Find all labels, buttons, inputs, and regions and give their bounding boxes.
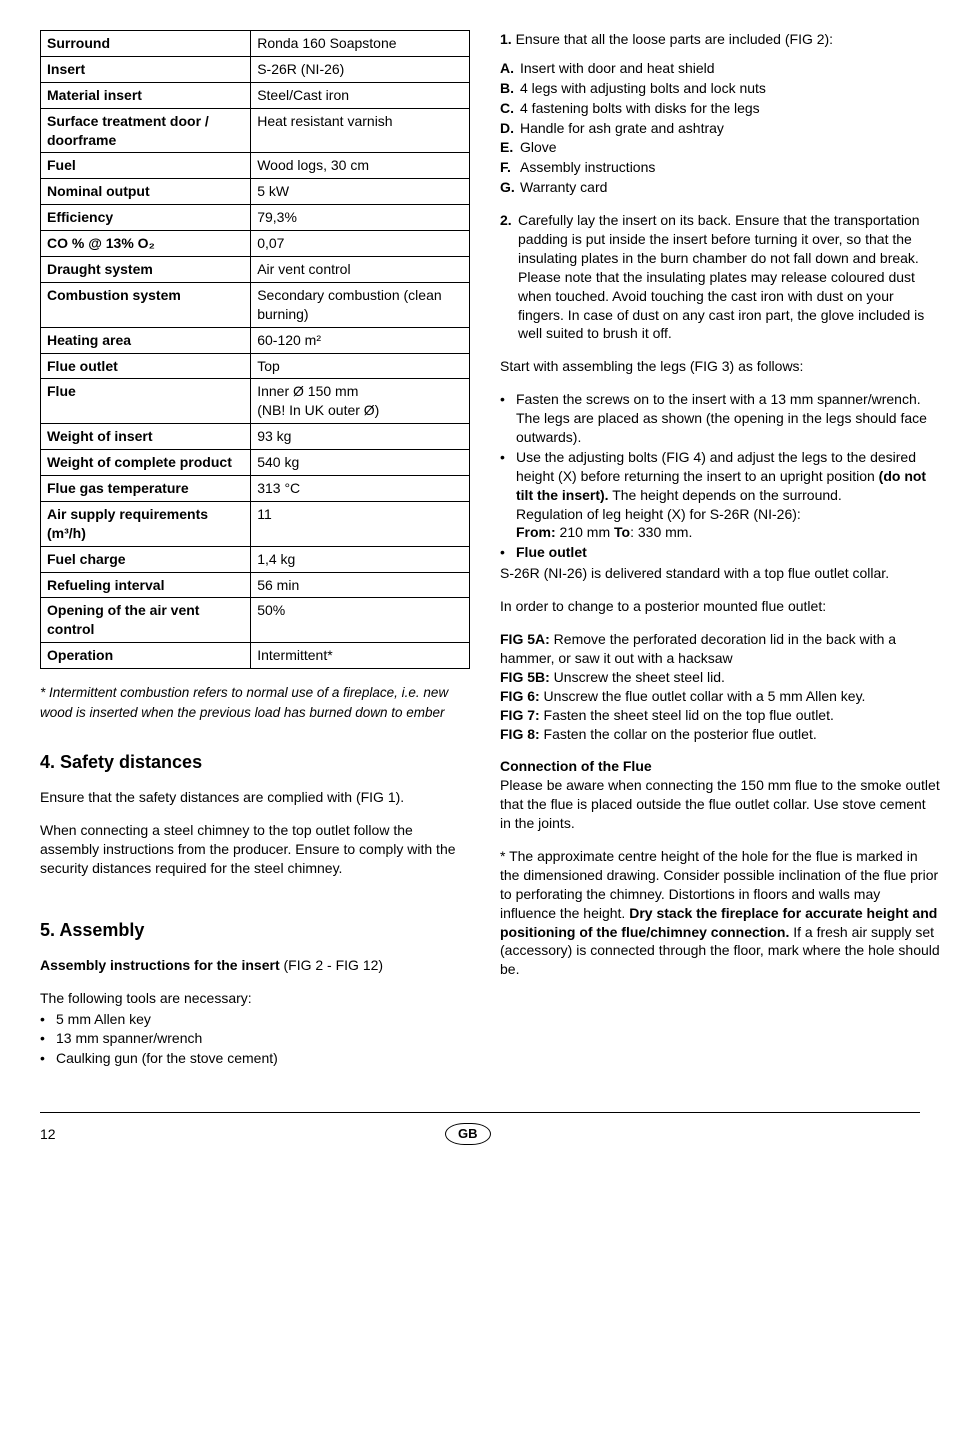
spec-row: InsertS-26R (NI-26): [41, 56, 470, 82]
step-1-heading: 1. Ensure that all the loose parts are i…: [500, 30, 940, 49]
spec-row: Efficiency79,3%: [41, 205, 470, 231]
spec-row: Nominal output5 kW: [41, 179, 470, 205]
spec-label: Refueling interval: [41, 572, 251, 598]
spec-label: Fuel: [41, 153, 251, 179]
country-badge: GB: [445, 1123, 491, 1145]
spec-value: Ronda 160 Soapstone: [251, 31, 470, 57]
star-note: * The approximate centre height of the h…: [500, 847, 940, 979]
spec-row: Draught systemAir vent control: [41, 257, 470, 283]
spec-row: Refueling interval56 min: [41, 572, 470, 598]
spec-row: Flue outletTop: [41, 353, 470, 379]
spec-label: Material insert: [41, 82, 251, 108]
part-item: G.Warranty card: [500, 178, 940, 197]
spec-label: Flue outlet: [41, 353, 251, 379]
spec-value: 60-120 m²: [251, 327, 470, 353]
tool-item: 5 mm Allen key: [40, 1010, 470, 1029]
spec-value: 313 °C: [251, 476, 470, 502]
spec-row: Flue gas temperature313 °C: [41, 476, 470, 502]
flue-outlet-text: S-26R (NI-26) is delivered standard with…: [500, 564, 940, 583]
section-4-para-1: Ensure that the safety distances are com…: [40, 788, 470, 807]
spec-row: FuelWood logs, 30 cm: [41, 153, 470, 179]
spec-value: 93 kg: [251, 424, 470, 450]
connection-of-flue-title: Connection of the Flue: [500, 757, 940, 776]
spec-row: Surface treatment door / doorframeHeat r…: [41, 108, 470, 153]
spec-value: Inner Ø 150 mm (NB! In UK outer Ø): [251, 379, 470, 424]
part-item: D.Handle for ash grate and ashtray: [500, 119, 940, 138]
spec-row: FlueInner Ø 150 mm (NB! In UK outer Ø): [41, 379, 470, 424]
spec-label: CO % @ 13% O₂: [41, 231, 251, 257]
connection-of-flue-text: Please be aware when connecting the 150 …: [500, 776, 940, 833]
spec-label: Weight of complete product: [41, 450, 251, 476]
leg-bullets: Fasten the screws on to the insert with …: [500, 390, 940, 562]
spec-value: 540 kg: [251, 450, 470, 476]
spec-value: 0,07: [251, 231, 470, 257]
spec-label: Opening of the air vent control: [41, 598, 251, 643]
spec-value: Intermittent*: [251, 643, 470, 669]
section-5-title: 5. Assembly: [40, 918, 470, 942]
spec-label: Flue: [41, 379, 251, 424]
spec-label: Nominal output: [41, 179, 251, 205]
spec-label: Operation: [41, 643, 251, 669]
part-item: A.Insert with door and heat shield: [500, 59, 940, 78]
spec-row: OperationIntermittent*: [41, 643, 470, 669]
spec-value: 5 kW: [251, 179, 470, 205]
spec-row: Weight of complete product540 kg: [41, 450, 470, 476]
spec-label: Draught system: [41, 257, 251, 283]
tools-list: 5 mm Allen key13 mm spanner/wrenchCaulki…: [40, 1010, 470, 1069]
spec-value: Steel/Cast iron: [251, 82, 470, 108]
part-item: C.4 fastening bolts with disks for the l…: [500, 99, 940, 118]
start-assembling: Start with assembling the legs (FIG 3) a…: [500, 357, 940, 376]
part-item: F.Assembly instructions: [500, 158, 940, 177]
part-item: B.4 legs with adjusting bolts and lock n…: [500, 79, 940, 98]
step-2: 2.Carefully lay the insert on its back. …: [500, 211, 940, 343]
spec-value: 11: [251, 501, 470, 546]
spec-value: Secondary combustion (clean burning): [251, 282, 470, 327]
spec-value: Top: [251, 353, 470, 379]
spec-value: 50%: [251, 598, 470, 643]
section-4-title: 4. Safety distances: [40, 750, 470, 774]
spec-label: Heating area: [41, 327, 251, 353]
spec-row: Material insertSteel/Cast iron: [41, 82, 470, 108]
spec-label: Weight of insert: [41, 424, 251, 450]
footnote: * Intermittent combustion refers to norm…: [40, 683, 470, 724]
spec-value: 1,4 kg: [251, 546, 470, 572]
assembly-subheading: Assembly instructions for the insert (FI…: [40, 956, 470, 975]
page-footer: 12 GB: [40, 1112, 920, 1145]
spec-row: Heating area60-120 m²: [41, 327, 470, 353]
bullet-1: Fasten the screws on to the insert with …: [500, 390, 940, 447]
spec-row: Opening of the air vent control50%: [41, 598, 470, 643]
tools-intro: The following tools are necessary:: [40, 989, 470, 1008]
spec-row: CO % @ 13% O₂0,07: [41, 231, 470, 257]
tool-item: Caulking gun (for the stove cement): [40, 1049, 470, 1068]
page-number: 12: [40, 1125, 56, 1144]
parts-list: A.Insert with door and heat shieldB.4 le…: [500, 59, 940, 197]
spec-value: S-26R (NI-26): [251, 56, 470, 82]
spec-table: SurroundRonda 160 SoapstoneInsertS-26R (…: [40, 30, 470, 669]
posterior-intro: In order to change to a posterior mounte…: [500, 597, 940, 616]
spec-label: Air supply requirements (m³/h): [41, 501, 251, 546]
section-4-para-2: When connecting a steel chimney to the t…: [40, 821, 470, 878]
tool-item: 13 mm spanner/wrench: [40, 1029, 470, 1048]
spec-value: Air vent control: [251, 257, 470, 283]
fig-steps: FIG 5A: Remove the perforated decoration…: [500, 630, 940, 743]
spec-label: Flue gas temperature: [41, 476, 251, 502]
spec-label: Fuel charge: [41, 546, 251, 572]
spec-row: Combustion systemSecondary combustion (c…: [41, 282, 470, 327]
spec-value: 79,3%: [251, 205, 470, 231]
spec-label: Insert: [41, 56, 251, 82]
spec-value: 56 min: [251, 572, 470, 598]
spec-value: Heat resistant varnish: [251, 108, 470, 153]
spec-label: Efficiency: [41, 205, 251, 231]
spec-value: Wood logs, 30 cm: [251, 153, 470, 179]
bullet-3: Flue outlet: [500, 543, 940, 562]
bullet-2: Use the adjusting bolts (FIG 4) and adju…: [500, 448, 940, 542]
spec-row: Air supply requirements (m³/h)11: [41, 501, 470, 546]
spec-label: Combustion system: [41, 282, 251, 327]
spec-row: SurroundRonda 160 Soapstone: [41, 31, 470, 57]
part-item: E.Glove: [500, 138, 940, 157]
spec-row: Weight of insert93 kg: [41, 424, 470, 450]
spec-row: Fuel charge1,4 kg: [41, 546, 470, 572]
spec-label: Surface treatment door / doorframe: [41, 108, 251, 153]
spec-label: Surround: [41, 31, 251, 57]
